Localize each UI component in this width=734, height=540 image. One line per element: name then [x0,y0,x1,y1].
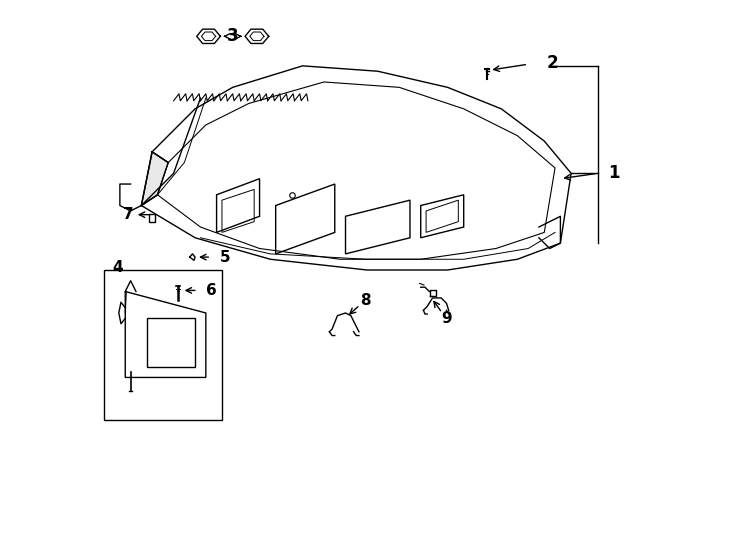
Text: 2: 2 [547,54,558,72]
Text: 7: 7 [123,207,134,222]
Bar [103,270,222,421]
Text: 3: 3 [227,28,239,45]
Polygon shape [142,152,168,206]
Text: 6: 6 [206,283,217,298]
Bar [147,319,195,367]
Text: 5: 5 [219,249,230,265]
Text: 1: 1 [608,164,620,183]
Text: 8: 8 [360,293,371,308]
Text: 4: 4 [112,260,123,275]
Text: 9: 9 [441,311,452,326]
